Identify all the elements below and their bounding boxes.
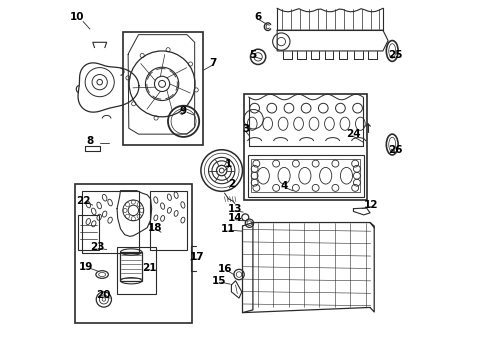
Text: 2: 2 — [227, 180, 235, 189]
Text: 14: 14 — [227, 213, 242, 223]
Bar — [244, 94, 366, 200]
Bar — [78, 215, 98, 250]
Text: 15: 15 — [211, 276, 226, 286]
Bar — [120, 252, 142, 281]
Text: 23: 23 — [90, 242, 105, 252]
Text: 21: 21 — [141, 263, 156, 272]
Text: 19: 19 — [78, 262, 93, 272]
Text: 20: 20 — [96, 290, 110, 300]
Bar — [82, 191, 138, 253]
Text: 6: 6 — [254, 12, 261, 22]
Bar — [149, 191, 187, 250]
Bar — [117, 247, 155, 294]
Text: 1: 1 — [225, 159, 232, 168]
Bar — [76, 184, 192, 323]
Text: 7: 7 — [209, 58, 216, 68]
Text: 26: 26 — [387, 145, 401, 155]
Text: 25: 25 — [387, 50, 401, 61]
Text: 13: 13 — [227, 204, 242, 214]
Text: 9: 9 — [179, 106, 186, 116]
Text: 10: 10 — [69, 12, 84, 22]
Text: 24: 24 — [346, 129, 360, 139]
Text: 17: 17 — [189, 252, 204, 262]
Text: 8: 8 — [86, 136, 93, 146]
Bar — [247, 155, 363, 197]
Bar — [122, 32, 202, 144]
Text: 4: 4 — [280, 181, 287, 191]
Text: 11: 11 — [220, 224, 235, 234]
Text: 22: 22 — [76, 196, 90, 206]
Text: 5: 5 — [249, 50, 256, 61]
Bar — [251, 159, 360, 192]
Text: 3: 3 — [242, 124, 249, 134]
Text: 12: 12 — [363, 200, 377, 210]
Text: 18: 18 — [148, 223, 162, 233]
Text: 16: 16 — [217, 264, 232, 274]
